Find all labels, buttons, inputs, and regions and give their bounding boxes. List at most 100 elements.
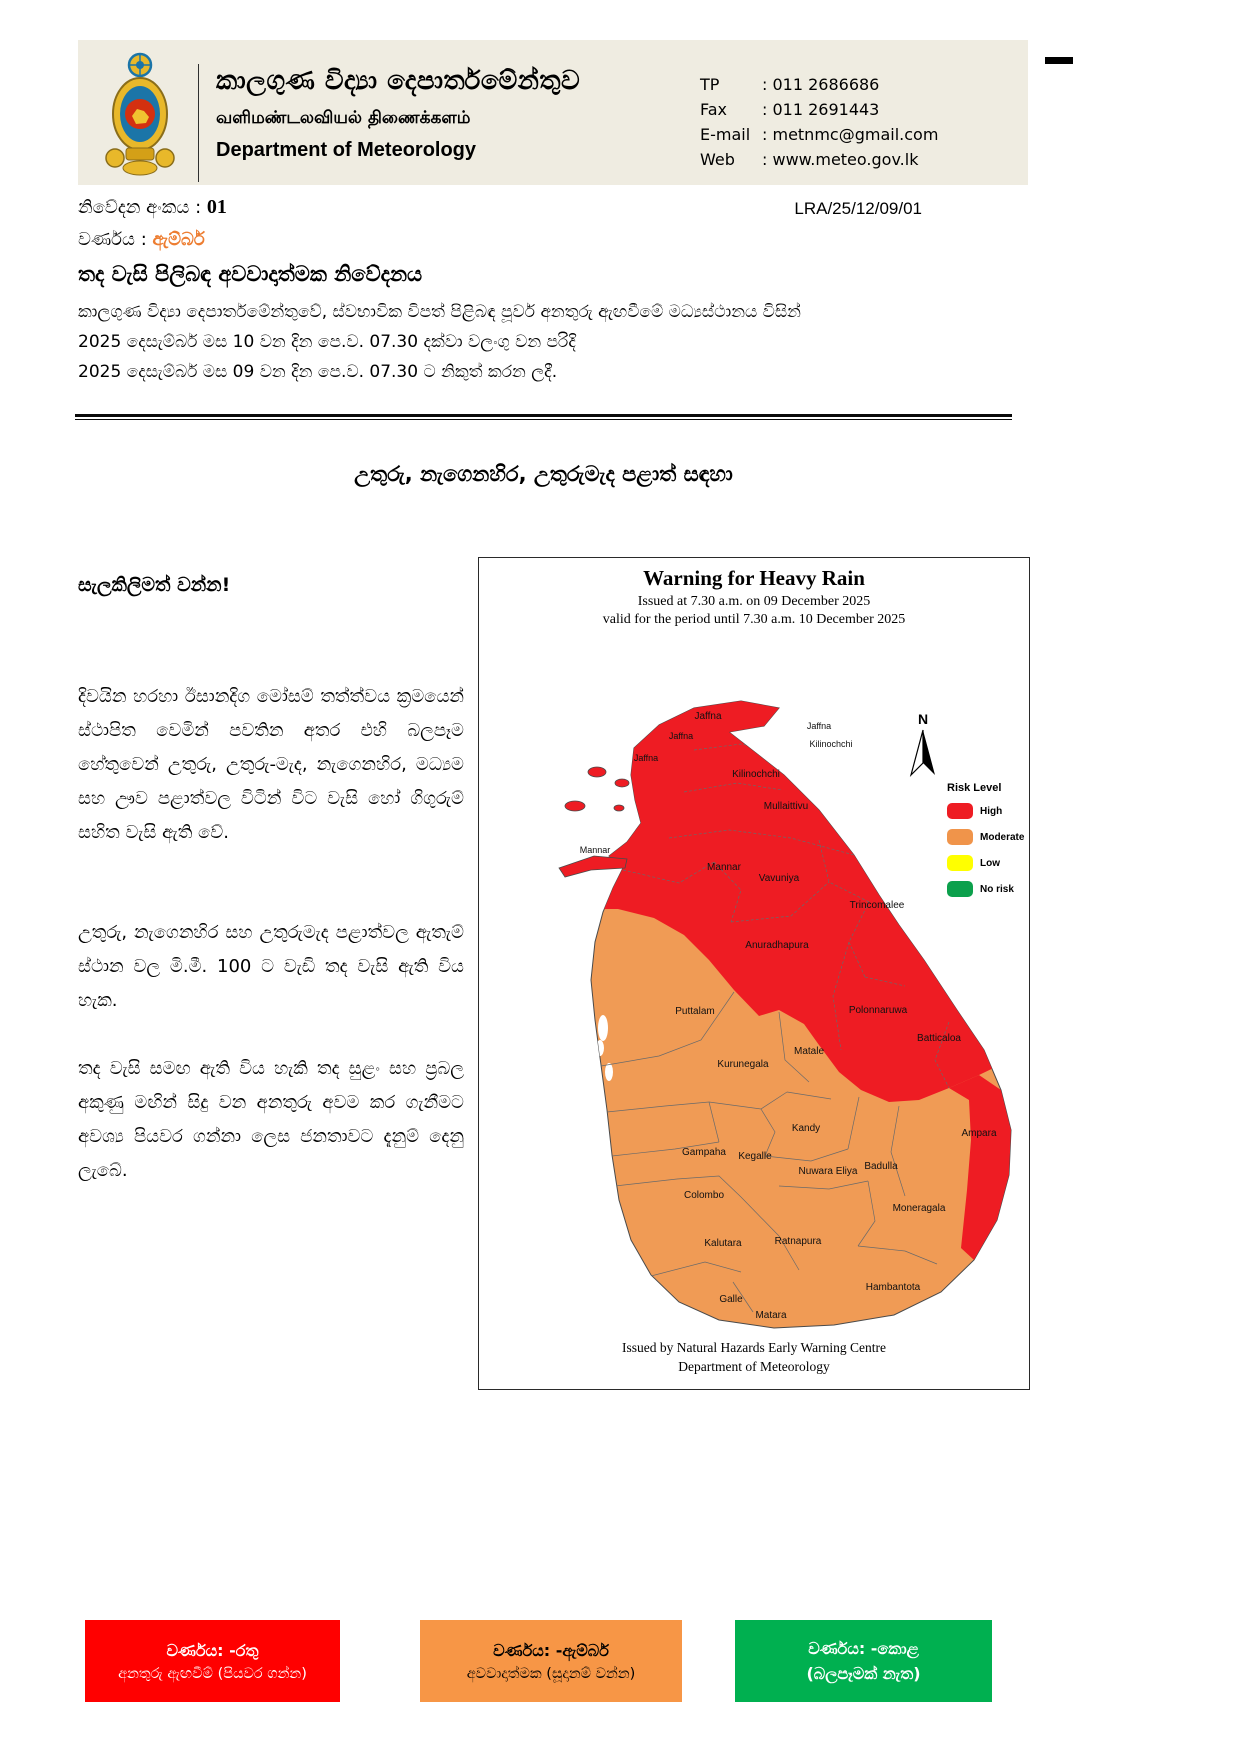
web-value: : www.meteo.gov.lk: [762, 150, 919, 169]
legend-swatch: [947, 803, 973, 819]
warning-color-line: වර්ණය : ඇම්බර්: [78, 229, 205, 250]
legend-item: Moderate: [947, 829, 1027, 845]
district-label: Jaffna: [694, 711, 721, 722]
legend-item: Low: [947, 855, 1027, 871]
legend-label: High: [980, 805, 1003, 817]
district-label: Kilinochchi: [732, 769, 780, 780]
map-valid-line: valid for the period until 7.30 a.m. 10 …: [602, 612, 906, 627]
notice-title: තද වැසි පිලිබඳ අවවාදාත්මක නිවේදනය: [78, 262, 423, 286]
legend-swatch: [947, 881, 973, 897]
jaffna-islet: [564, 800, 586, 812]
contact-web: Web : www.meteo.gov.lk: [700, 147, 938, 172]
district-label: Kandy: [792, 1123, 820, 1134]
district-label: Badulla: [864, 1161, 898, 1172]
color-key-red-desc: අනතුරු ඇඟවීම් (පියවර ගන්න): [118, 1665, 307, 1682]
warning-color-label: වර්ණය :: [78, 229, 153, 250]
district-labels: JaffnaJaffnaJaffnaJaffnaKilinochchiKilin…: [580, 711, 997, 1321]
district-label: Vavuniya: [759, 873, 800, 884]
district-label: Ampara: [961, 1128, 996, 1139]
notice-number-label: නිවේදන අංකය :: [78, 197, 207, 218]
district-label: Kalutara: [704, 1238, 742, 1249]
notice-number-value: 01: [206, 196, 227, 218]
contact-block: TP : 011 2686686 Fax : 011 2691443 E-mai…: [700, 72, 938, 172]
district-borders: [600, 743, 950, 1313]
legend-item: High: [947, 803, 1027, 819]
district-label: Jaffna: [669, 731, 693, 741]
district-label: Mannar: [580, 845, 611, 855]
district-label: Colombo: [684, 1190, 724, 1201]
body-paragraph-1: දිවයින හරහා ඊසානදිග මෝසම් තත්ත්වය ක්‍රමය…: [78, 686, 464, 843]
tp-value: : 011 2686686: [762, 75, 880, 94]
corner-mark: [1045, 57, 1073, 64]
district-label: Galle: [719, 1294, 743, 1305]
district-label: Mannar: [707, 862, 742, 873]
district-label: Kilinochchi: [809, 739, 852, 749]
district-label: Trincomalee: [850, 900, 905, 911]
warning-map-panel: Warning for Heavy Rain Issued at 7.30 a.…: [478, 557, 1030, 1390]
email-value: : metnmc@gmail.com: [762, 125, 939, 144]
color-key-amber: වර්ණය: -ඇම්බර් අවවාදාත්මක (සූදානම් වන්න): [420, 1620, 682, 1702]
district-label: Matale: [794, 1046, 824, 1057]
jaffna-islet: [587, 766, 607, 778]
color-key-amber-desc: අවවාදාත්මක (සූදානම් වන්න): [466, 1665, 636, 1682]
letterhead-band: [78, 40, 1028, 185]
contact-email: E-mail : metnmc@gmail.com: [700, 122, 938, 147]
issued-line-3: 2025 දෙසැම්බර් මස 09 වන දින පෙ.ව. 07.30 …: [78, 362, 558, 382]
district-label: Ratnapura: [775, 1236, 822, 1247]
district-label: Jaffna: [634, 753, 658, 763]
district-label: Matara: [755, 1310, 787, 1321]
district-label: Puttalam: [675, 1006, 714, 1017]
color-key-amber-title: වර්ණය: -ඇම්බර්: [493, 1640, 609, 1660]
horizontal-rule: [75, 414, 1012, 420]
north-arrow-icon: N: [909, 711, 935, 778]
contact-tp: TP : 011 2686686: [700, 72, 938, 97]
org-name-tamil: வளிமண்டலவியல் திணைக்களம்: [216, 108, 471, 128]
mannar-island: [558, 855, 628, 878]
jaffna-islet: [614, 778, 630, 788]
district-label: Batticaloa: [917, 1033, 961, 1044]
color-key-red-title: වර්ණය: -රතු: [166, 1640, 259, 1660]
org-name-english: Department of Meteorology: [216, 139, 477, 161]
body-paragraph-2: උතුරු, නැගෙනහිර සහ උතුරුමැද පළාත්වල ඇතැම…: [78, 922, 464, 1011]
warning-color-value: ඇම්බර්: [152, 229, 205, 250]
legend-label: Low: [980, 857, 1000, 869]
letterhead-divider: [198, 64, 199, 182]
color-key-green-desc: (බලපෑමක් නැත): [806, 1663, 921, 1683]
email-label: E-mail: [700, 125, 751, 144]
fax-label: Fax: [700, 100, 728, 119]
reference-number: LRA/25/12/09/01: [794, 199, 922, 218]
risk-legend: Risk Level High Moderate Low No risk: [947, 782, 1027, 907]
sri-lanka-emblem-icon: [104, 50, 176, 178]
color-key-green: වර්ණය: -කොළ (බලපෑමක් නැත): [735, 1620, 992, 1702]
district-label: Anuradhapura: [745, 940, 809, 951]
map-title: Warning for Heavy Rain: [643, 566, 865, 590]
legend-swatch: [947, 855, 973, 871]
legend-item: No risk: [947, 881, 1027, 897]
district-label: Polonnaruwa: [849, 1005, 908, 1016]
district-label: Nuwara Eliya: [799, 1166, 858, 1177]
fax-value: : 011 2691443: [762, 100, 880, 119]
district-label: Moneragala: [893, 1203, 946, 1214]
district-label: Kurunegala: [717, 1059, 769, 1070]
map-footer-line-1: Issued by Natural Hazards Early Warning …: [621, 1340, 887, 1355]
notice-number-line: නිවේදන අංකය : 01: [78, 196, 227, 219]
district-label: Kegalle: [738, 1151, 772, 1162]
district-label: Mullaittivu: [764, 801, 808, 812]
attention-heading: සැලකිලිමත් වන්න!: [78, 574, 231, 596]
color-key-red: වර්ණය: -රතු අනතුරු ඇඟවීම් (පියවර ගන්න): [85, 1620, 340, 1702]
district-label: Gampaha: [682, 1147, 726, 1158]
org-name-sinhala: කාලගුණ විද්‍යා දෙපාර්තමේන්තුව: [216, 66, 581, 96]
map-footer-line-2: Department of Meteorology: [678, 1359, 830, 1374]
legend-label: No risk: [980, 883, 1014, 895]
legend-items: High Moderate Low No risk: [947, 803, 1027, 897]
district-label: Hambantota: [866, 1282, 921, 1293]
north-label: N: [918, 711, 928, 727]
issued-line-1: කාලගුණ විද්‍යා දෙපාර්තමේන්තුවේ, ස්වභාවික…: [78, 302, 801, 322]
district-label: Jaffna: [807, 721, 831, 731]
web-label: Web: [700, 150, 735, 169]
jaffna-islet: [613, 804, 625, 812]
ampara-high-risk-strip: [949, 1075, 1011, 1260]
contact-fax: Fax : 011 2691443: [700, 97, 938, 122]
legend-title: Risk Level: [947, 782, 1002, 794]
provinces-heading: උතුරු, නැගෙනහිර, උතුරුමැද පළාත් සඳහා: [354, 462, 733, 486]
